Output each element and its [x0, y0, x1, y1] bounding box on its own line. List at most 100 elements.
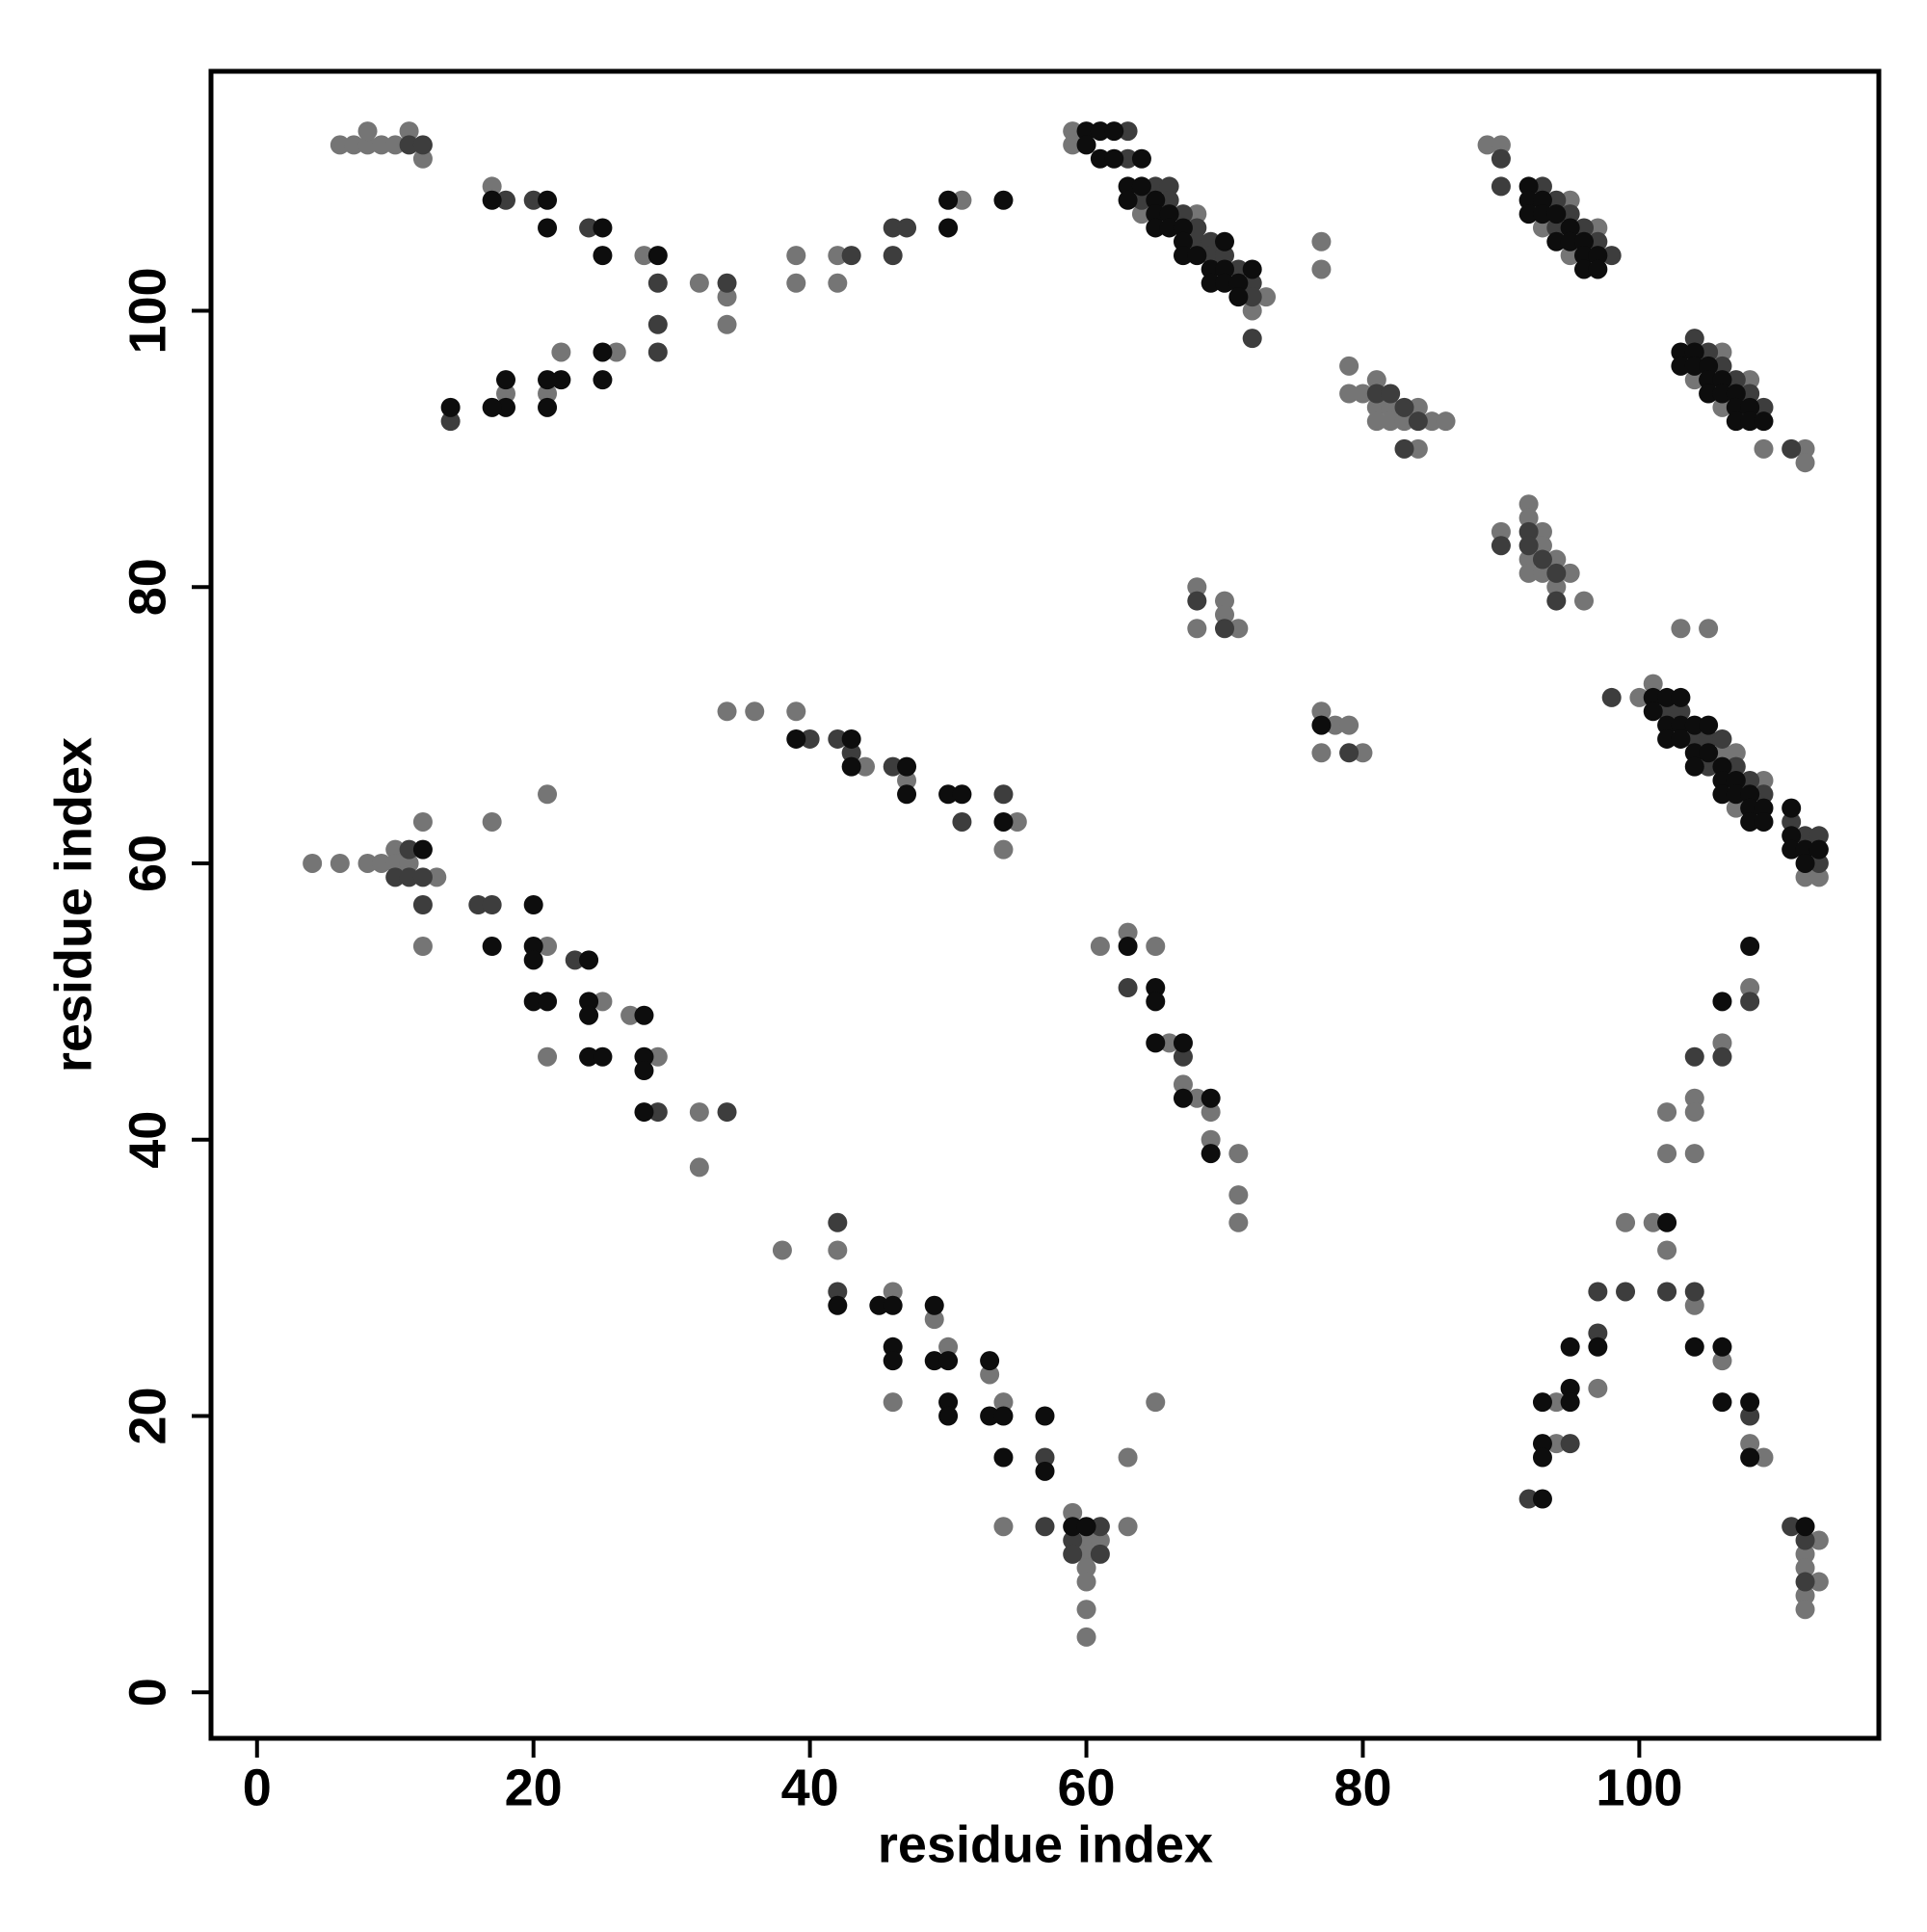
point	[1187, 577, 1207, 597]
point	[412, 148, 433, 169]
point	[1214, 259, 1234, 279]
point	[1518, 536, 1539, 556]
point	[1699, 743, 1719, 763]
point	[1560, 190, 1580, 210]
point	[1740, 1434, 1760, 1454]
y-tick-label: 80	[119, 558, 176, 616]
point	[538, 370, 558, 390]
point	[357, 135, 378, 155]
point	[1532, 204, 1552, 225]
point	[1712, 1033, 1732, 1053]
point	[1795, 1572, 1815, 1592]
point	[634, 246, 654, 266]
point	[1214, 273, 1234, 293]
point	[1063, 1502, 1083, 1522]
point	[385, 867, 406, 887]
point	[1573, 218, 1594, 238]
y-tick-label: 20	[119, 1387, 176, 1444]
point	[1532, 1434, 1552, 1454]
point	[924, 1351, 944, 1371]
point	[647, 246, 668, 266]
point	[1090, 148, 1110, 169]
point	[993, 784, 1014, 805]
point	[1808, 1572, 1829, 1592]
point	[1146, 218, 1166, 238]
point	[883, 756, 903, 777]
point	[1201, 1088, 1221, 1108]
point	[1187, 246, 1207, 266]
point	[1657, 1144, 1677, 1164]
point	[1601, 687, 1622, 707]
point	[1795, 1530, 1815, 1550]
point	[883, 1282, 903, 1302]
point	[717, 1102, 737, 1123]
point	[897, 770, 917, 790]
point	[689, 273, 709, 293]
point	[496, 370, 516, 390]
point	[1712, 1351, 1732, 1371]
point	[1657, 687, 1677, 707]
point	[1795, 1558, 1815, 1578]
point	[883, 1392, 903, 1413]
point	[371, 135, 391, 155]
point	[1146, 190, 1166, 210]
y-tick-label: 100	[119, 267, 176, 354]
point	[1532, 1489, 1552, 1509]
point	[1740, 770, 1760, 790]
point	[620, 1005, 641, 1025]
point	[1146, 204, 1166, 225]
point	[399, 135, 419, 155]
point	[1201, 1129, 1221, 1150]
point	[745, 701, 765, 722]
point	[399, 867, 419, 887]
point	[1159, 204, 1179, 225]
point	[717, 287, 737, 307]
point	[1699, 715, 1719, 735]
point	[1228, 287, 1249, 307]
point	[980, 1406, 1000, 1426]
point	[538, 397, 558, 417]
point	[993, 811, 1014, 832]
point	[938, 190, 959, 210]
point	[1808, 853, 1829, 873]
point	[593, 246, 613, 266]
point	[1588, 1337, 1608, 1357]
point	[1076, 1627, 1096, 1647]
point	[1159, 176, 1179, 197]
point	[1063, 1517, 1083, 1537]
point	[551, 342, 571, 362]
point	[1063, 1544, 1083, 1564]
point	[938, 1392, 959, 1413]
point	[1560, 1392, 1580, 1413]
plot-frame	[208, 68, 1882, 1741]
point	[800, 728, 820, 749]
point	[1131, 204, 1151, 225]
point	[1546, 591, 1567, 611]
point	[1684, 1295, 1704, 1315]
point	[1795, 826, 1815, 846]
point	[593, 218, 613, 238]
point	[1795, 438, 1815, 459]
point	[1118, 1517, 1138, 1537]
point	[1740, 784, 1760, 805]
point	[1671, 728, 1691, 749]
point	[482, 190, 502, 210]
point	[538, 218, 558, 238]
point	[1560, 218, 1580, 238]
point	[357, 121, 378, 142]
point	[828, 1240, 848, 1260]
point	[993, 1517, 1014, 1537]
x-tick-label: 80	[1333, 1759, 1391, 1816]
point	[1242, 301, 1262, 321]
point	[1532, 1392, 1552, 1413]
point	[1740, 811, 1760, 832]
point	[1090, 1517, 1110, 1537]
point	[538, 1046, 558, 1067]
point	[1076, 1530, 1096, 1550]
x-tick-label: 20	[505, 1759, 563, 1816]
point	[1588, 259, 1608, 279]
point	[482, 397, 502, 417]
y-tick-label: 0	[119, 1678, 176, 1707]
point	[523, 950, 543, 970]
point	[1712, 784, 1732, 805]
